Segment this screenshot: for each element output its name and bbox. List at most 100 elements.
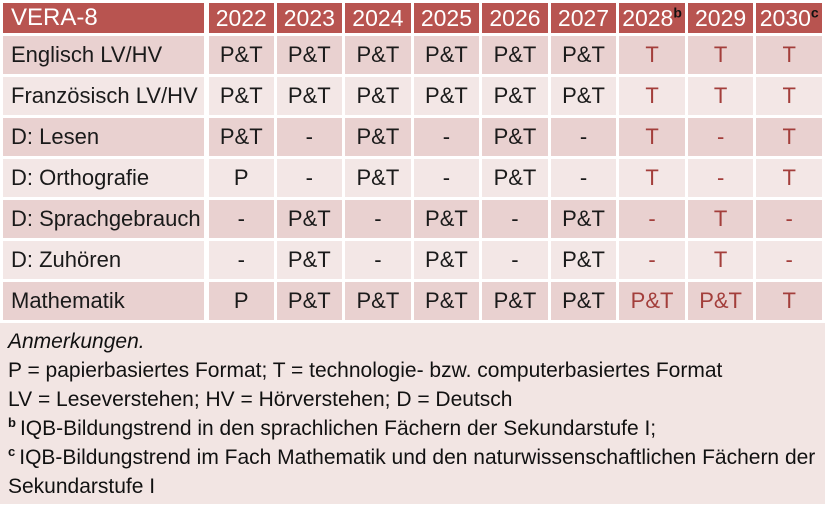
table-row-mathematik: Mathematik P P&T P&T P&T P&T P&T P&T P&T… — [0, 279, 825, 323]
note-line-abbreviations: LV = Leseverstehen; HV = Hörverstehen; D… — [8, 385, 817, 414]
year-label: 2023 — [283, 4, 335, 31]
format-cell: T — [753, 115, 825, 159]
table-row-d-sprachgebrauch: D: Sprachgebrauch - P&T - P&T - P&T - T … — [0, 197, 825, 241]
format-cell: P&T — [342, 156, 414, 200]
format-cell: P&T — [616, 279, 688, 323]
format-cell: P&T — [410, 33, 483, 77]
note-line-footnote-c: c IQB-Bildungstrend im Fach Mathematik un… — [8, 443, 817, 501]
format-cell: P&T — [273, 197, 346, 241]
footnote-marker-c: c — [810, 3, 819, 20]
format-cell: T — [684, 238, 757, 282]
row-label: Englisch LV/HV — [0, 33, 209, 77]
format-cell: P&T — [479, 74, 551, 118]
format-cell: P&T — [205, 115, 277, 159]
format-cell: P&T — [479, 156, 551, 200]
format-cell: P&T — [479, 279, 551, 323]
footnote-marker-b: b — [8, 415, 16, 430]
format-cell: - — [410, 115, 483, 159]
format-cell: P&T — [410, 238, 483, 282]
format-cell: P&T — [342, 115, 414, 159]
format-cell: P&T — [273, 279, 346, 323]
format-cell: - — [205, 197, 277, 241]
year-header-2023: 2023 — [273, 0, 346, 36]
year-label: 2025 — [420, 4, 472, 31]
format-cell: P&T — [205, 33, 277, 77]
format-cell: P&T — [410, 279, 483, 323]
note-line-footnote-b: b IQB-Bildungstrend in den sprachlichen F… — [8, 414, 817, 443]
notes-title: Anmerkungen. — [8, 330, 145, 353]
year-header-2026: 2026 — [479, 0, 551, 36]
format-cell: P&T — [410, 197, 483, 241]
format-cell: P&T — [342, 33, 414, 77]
header-row: VERA-8 2022 2023 2024 2025 2026 2027 202… — [0, 0, 825, 36]
format-cell: T — [616, 74, 688, 118]
format-cell: P&T — [342, 74, 414, 118]
format-cell: - — [342, 197, 414, 241]
note-line-formats: P = papierbasiertes Format; T = technolo… — [8, 356, 817, 385]
year-label: 2022 — [215, 4, 267, 31]
row-label: D: Orthografie — [0, 156, 209, 200]
format-cell: T — [684, 33, 757, 77]
format-cell: T — [616, 33, 688, 77]
format-cell: - — [410, 156, 483, 200]
format-cell: - — [684, 156, 757, 200]
format-cell: - — [684, 115, 757, 159]
format-cell: T — [616, 115, 688, 159]
year-header-2028: 2028b — [616, 0, 688, 36]
format-cell: T — [684, 74, 757, 118]
year-header-2030: 2030c — [753, 0, 825, 36]
format-cell: T — [753, 33, 825, 77]
row-label: D: Zuhören — [0, 238, 209, 282]
format-cell: P&T — [273, 33, 346, 77]
format-cell: T — [753, 156, 825, 200]
notes-section: Anmerkungen. P = papierbasiertes Format;… — [0, 323, 825, 504]
year-header-2022: 2022 — [205, 0, 277, 36]
note-text: LV = Leseverstehen; HV = Hörverstehen; D… — [8, 388, 513, 411]
format-cell: - — [205, 238, 277, 282]
format-cell: P&T — [479, 115, 551, 159]
format-cell: - — [479, 238, 551, 282]
vera8-schedule-table: VERA-8 2022 2023 2024 2025 2026 2027 202… — [0, 0, 825, 323]
year-header-2029: 2029 — [684, 0, 757, 36]
year-label: 2029 — [695, 4, 747, 31]
note-text: P = papierbasiertes Format; T = technolo… — [8, 359, 723, 382]
format-cell: P&T — [547, 279, 620, 323]
table-row-franzoesisch: Französisch LV/HV P&T P&T P&T P&T P&T P&… — [0, 74, 825, 118]
format-cell: P&T — [547, 238, 620, 282]
year-label: 2026 — [489, 4, 541, 31]
footnote-marker-c: c — [8, 444, 16, 459]
format-cell: P&T — [205, 74, 277, 118]
format-cell: - — [547, 156, 620, 200]
format-cell: T — [753, 279, 825, 323]
format-cell: - — [273, 115, 346, 159]
format-cell: - — [342, 238, 414, 282]
table-row-englisch: Englisch LV/HV P&T P&T P&T P&T P&T P&T T… — [0, 33, 825, 77]
table-title-cell: VERA-8 — [0, 0, 209, 36]
table-row-d-zuhoeren: D: Zuhören - P&T - P&T - P&T - T - — [0, 238, 825, 282]
year-label: 2028 — [622, 4, 674, 31]
format-cell: P&T — [479, 33, 551, 77]
format-cell: P&T — [273, 238, 346, 282]
row-label: D: Sprachgebrauch — [0, 197, 209, 241]
format-cell: P&T — [410, 74, 483, 118]
format-cell: P — [205, 279, 277, 323]
format-cell: P&T — [684, 279, 757, 323]
format-cell: T — [616, 156, 688, 200]
format-cell: P&T — [273, 74, 346, 118]
format-cell: T — [684, 197, 757, 241]
year-header-2025: 2025 — [410, 0, 483, 36]
year-header-2024: 2024 — [342, 0, 414, 36]
format-cell: - — [753, 197, 825, 241]
format-cell: - — [616, 238, 688, 282]
format-cell: P&T — [547, 197, 620, 241]
format-cell: T — [753, 74, 825, 118]
row-label: Mathematik — [0, 279, 209, 323]
year-label: 2030 — [759, 4, 811, 31]
note-text: IQB-Bildungstrend im Fach Mathematik und… — [8, 446, 816, 498]
format-cell: - — [616, 197, 688, 241]
footnote-marker-b: b — [673, 3, 682, 20]
row-label: Französisch LV/HV — [0, 74, 209, 118]
year-header-2027: 2027 — [547, 0, 620, 36]
format-cell: P&T — [547, 74, 620, 118]
